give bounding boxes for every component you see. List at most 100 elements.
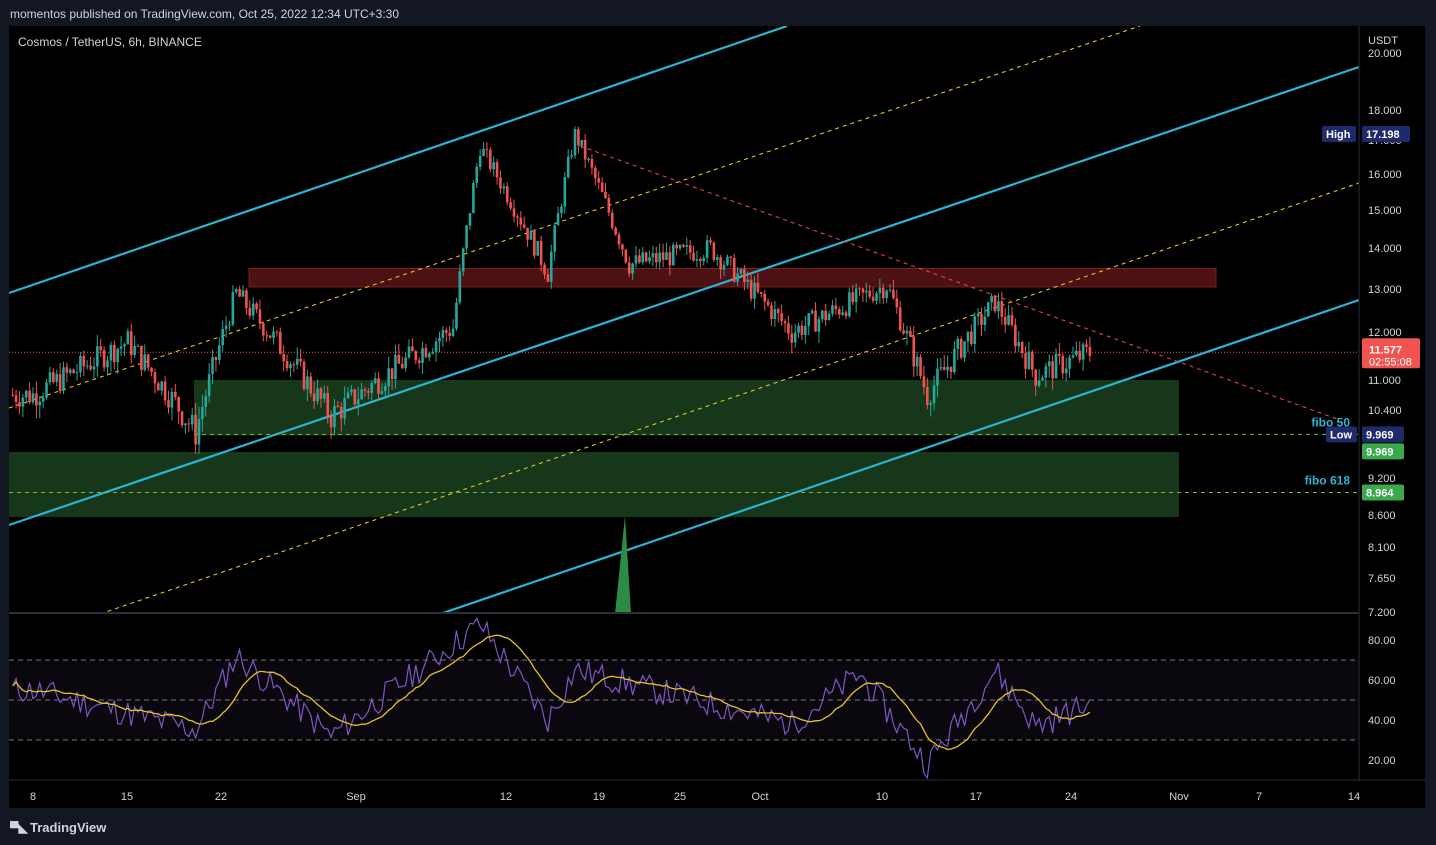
candle-body <box>932 385 936 404</box>
candle-body <box>11 395 14 396</box>
candle-body <box>35 393 38 406</box>
published-header: momentos published on TradingView.com, O… <box>0 0 1436 26</box>
candle <box>72 368 75 374</box>
candle-body <box>119 346 123 349</box>
candle-body <box>651 253 655 258</box>
candle-body <box>837 309 841 315</box>
candle <box>407 339 411 360</box>
candle-body <box>614 227 617 235</box>
candle <box>966 331 970 352</box>
candle-body <box>24 390 28 398</box>
high-value-tag: 17.198 <box>1362 126 1410 143</box>
candle <box>556 206 560 226</box>
candle-body <box>648 257 651 262</box>
candle <box>1085 339 1088 354</box>
candle-body <box>411 346 414 352</box>
candle-body <box>746 279 750 282</box>
candle <box>888 284 892 293</box>
candle-body <box>18 402 21 407</box>
candle-body <box>851 292 855 303</box>
candle <box>621 243 624 257</box>
candle <box>516 214 519 227</box>
candle-body <box>319 388 323 399</box>
candle <box>953 341 956 375</box>
candle-body <box>461 248 465 272</box>
candle <box>790 324 794 354</box>
candle-body <box>824 310 827 321</box>
candle <box>939 357 943 372</box>
candle-body <box>973 316 977 344</box>
candle <box>228 320 231 331</box>
candle-body <box>224 325 228 329</box>
candle <box>719 254 722 280</box>
candle-body <box>400 363 404 369</box>
candle <box>278 327 282 355</box>
candle <box>299 349 302 367</box>
candle-body <box>949 366 953 373</box>
candle <box>14 389 18 409</box>
candle-body <box>312 393 316 402</box>
tradingview-logo[interactable]: ▀◣ TradingView <box>10 820 106 835</box>
candle-body <box>881 287 885 299</box>
candle <box>394 344 397 389</box>
candle-body <box>499 177 502 189</box>
candle <box>204 389 208 417</box>
candle <box>627 256 631 277</box>
candle-body <box>627 262 631 274</box>
candle-body <box>187 423 191 425</box>
candle-body <box>214 357 218 360</box>
candle-body <box>295 358 299 365</box>
candle-body <box>871 296 875 301</box>
candle-body <box>197 419 201 445</box>
candle <box>262 321 265 342</box>
high-value-tag-bg <box>1362 126 1410 143</box>
candle-body <box>180 411 184 426</box>
candle-body <box>533 230 536 256</box>
candle <box>861 287 865 302</box>
candle <box>709 236 712 246</box>
candle <box>387 356 390 398</box>
candle <box>35 381 38 419</box>
candle-body <box>763 293 766 302</box>
candle <box>24 389 28 404</box>
candle-body <box>959 338 963 358</box>
candle-body <box>123 344 126 347</box>
low-value-tag: 9.969 <box>1362 426 1404 443</box>
candle <box>1041 375 1044 381</box>
candle-body <box>797 325 800 333</box>
time-tick-label: Sep <box>346 791 366 803</box>
candle-body <box>113 344 116 363</box>
candle-body <box>1007 314 1010 325</box>
candle <box>688 240 692 260</box>
candle <box>153 368 157 394</box>
candle <box>343 386 346 425</box>
candle-body <box>31 393 35 403</box>
time-tick-label: 24 <box>1065 791 1077 803</box>
candle <box>58 362 62 394</box>
candle-body <box>55 373 59 382</box>
candle <box>651 245 655 267</box>
candle <box>38 395 42 419</box>
candle-body <box>526 227 529 240</box>
candle <box>546 269 550 283</box>
candle-body <box>600 182 604 192</box>
candle-body <box>268 335 272 338</box>
channel-line <box>9 65 1359 527</box>
candle-body <box>306 376 309 390</box>
candle-body <box>820 310 824 320</box>
candle-body <box>726 256 729 265</box>
candle-body <box>353 389 357 405</box>
candle <box>65 362 69 383</box>
candle-body <box>844 312 848 317</box>
candle <box>231 285 235 327</box>
candle-body <box>597 178 601 183</box>
candle <box>268 335 272 339</box>
candle-body <box>993 295 997 312</box>
candle-body <box>299 358 302 362</box>
candle <box>326 386 330 424</box>
candle-body <box>536 240 540 256</box>
candle-body <box>207 374 211 397</box>
candle <box>644 251 648 263</box>
candle <box>451 319 455 338</box>
